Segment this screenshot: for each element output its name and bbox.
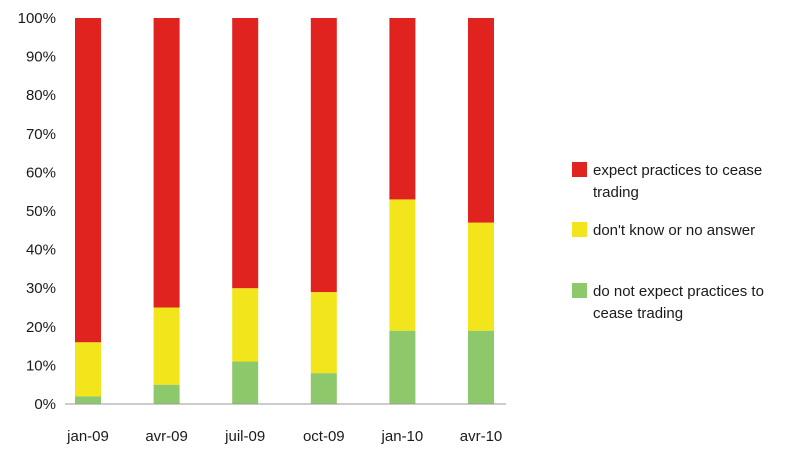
legend-swatch-1	[572, 222, 587, 237]
legend-swatch-0	[572, 162, 587, 177]
x-tick-label-jan-09: jan-09	[66, 428, 109, 445]
legend-label-0-line-1: trading	[593, 184, 639, 201]
legend-swatch-2	[572, 283, 587, 298]
y-tick-label-100pct: 100%	[18, 10, 56, 27]
y-tick-label-20pct: 20%	[26, 319, 56, 336]
x-tick-label-avr-10: avr-10	[460, 428, 503, 445]
bar-jan-09-series-1	[75, 342, 101, 397]
x-axis-tick-labels: jan-09 avr-09 juil-09 oct-09 jan-10 avr-10	[66, 428, 502, 445]
y-tick-label-90pct: 90%	[26, 49, 56, 66]
y-axis-tick-labels: 0% 10% 20% 30% 40% 50% 60% 70% 80% 90% 100%	[18, 10, 56, 413]
bar-juil-09-series-1	[232, 288, 259, 362]
x-tick-label-juil-09: juil-09	[224, 428, 265, 445]
bar-jan-09-series-0	[75, 396, 101, 404]
bar-oct-09-series-1	[310, 292, 337, 374]
bar-avr-09-series-1	[153, 307, 180, 385]
bar-avr-09-series-0	[153, 384, 180, 404]
y-tick-label-10pct: 10%	[26, 357, 56, 374]
bar-jan-10-series-1	[389, 199, 416, 331]
legend-label-1-line-0: don't know or no answer	[593, 222, 755, 239]
x-tick-label-avr-09: avr-09	[145, 428, 188, 445]
y-tick-label-70pct: 70%	[26, 126, 56, 143]
bar-juil-09-series-2	[232, 18, 259, 289]
legend-label-2-line-0: do not expect practices to	[593, 283, 764, 300]
y-tick-label-60pct: 60%	[26, 164, 56, 181]
bar-avr-10-series-0	[468, 330, 494, 404]
bar-jan-09-series-2	[75, 18, 101, 343]
bar-juil-09-series-0	[232, 361, 259, 404]
y-tick-label-80pct: 80%	[26, 87, 56, 104]
legend-label-0-line-0: expect practices to cease	[593, 162, 762, 179]
bar-oct-09-series-0	[310, 373, 337, 404]
legend-label-2-line-1: cease trading	[593, 305, 683, 322]
y-tick-label-30pct: 30%	[26, 280, 56, 297]
y-tick-label-0pct: 0%	[34, 396, 56, 413]
bar-oct-09-series-2	[310, 18, 337, 293]
x-tick-label-jan-10: jan-10	[381, 428, 424, 445]
bar-avr-09-series-2	[153, 18, 180, 308]
y-tick-label-50pct: 50%	[26, 203, 56, 220]
legend: expect practices to cease trading don't kn…	[572, 162, 764, 322]
y-tick-label-40pct: 40%	[26, 242, 56, 259]
plot-area	[75, 18, 494, 404]
x-tick-label-oct-09: oct-09	[303, 428, 345, 445]
bar-avr-10-series-2	[468, 18, 494, 223]
bar-jan-10-series-2	[389, 18, 416, 200]
bar-jan-10-series-0	[389, 330, 416, 404]
bar-avr-10-series-1	[468, 222, 494, 331]
